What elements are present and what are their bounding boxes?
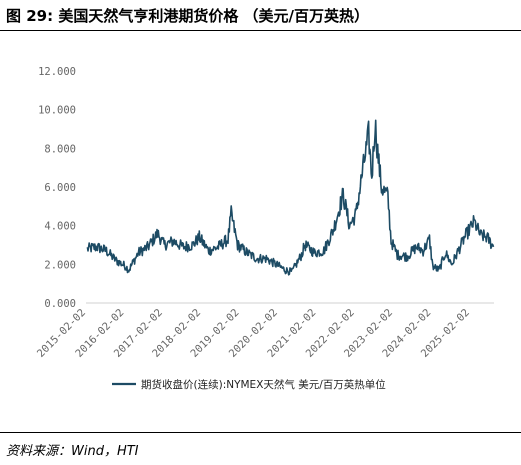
- price-chart: 0.0002.0004.0006.0008.00010.00012.000201…: [35, 66, 495, 391]
- legend-label: 期货收盘价(连续):NYMEX天然气 美元/百万英热单位: [141, 378, 386, 391]
- series-line-nymex-gas: [86, 119, 495, 276]
- y-tick-label: 8.000: [44, 143, 76, 155]
- y-tick-label: 4.000: [44, 221, 76, 233]
- y-tick-label: 10.000: [38, 105, 76, 117]
- chart-title: 图 29: 美国天然气亨利港期货价格 （美元/百万英热）: [6, 7, 370, 25]
- title-row: 图 29: 美国天然气亨利港期货价格 （美元/百万英热）: [0, 0, 521, 30]
- title-divider: [0, 30, 521, 31]
- y-tick-label: 6.000: [44, 182, 76, 194]
- y-tick-label: 0.000: [44, 298, 76, 310]
- footer-divider: [0, 432, 521, 433]
- source-note: 资料来源：Wind，HTI: [6, 444, 139, 459]
- y-tick-label: 12.000: [38, 66, 76, 78]
- y-tick-label: 2.000: [44, 259, 76, 271]
